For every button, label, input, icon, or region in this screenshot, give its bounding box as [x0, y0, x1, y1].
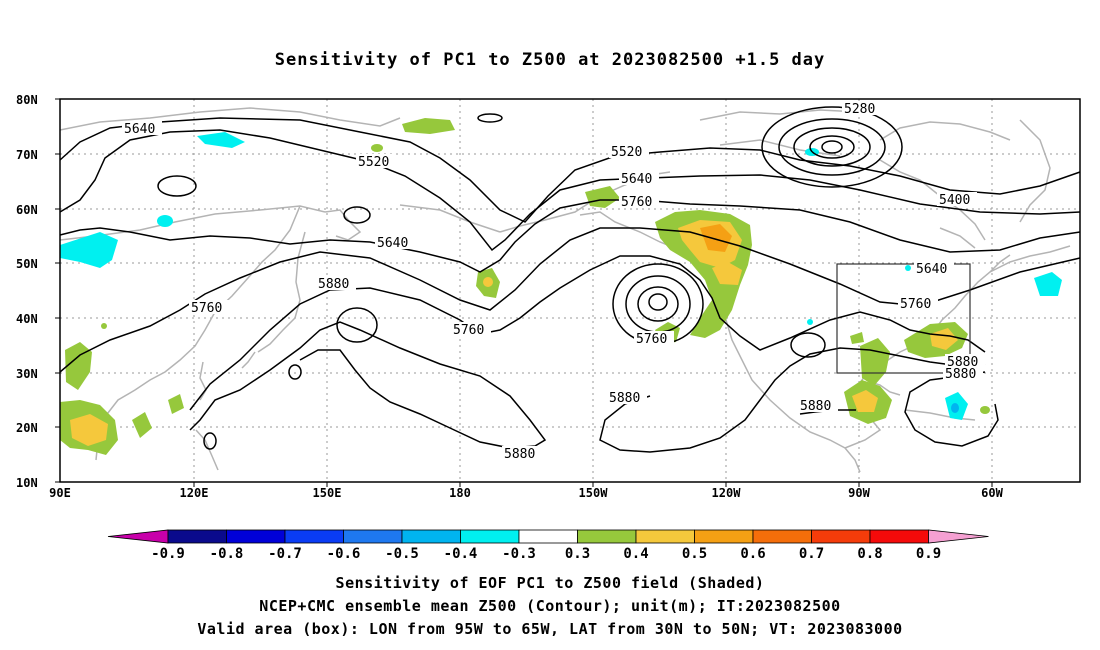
map-border [59, 98, 1081, 483]
map-area [60, 99, 1080, 482]
colorbar-label: -0.3 [502, 546, 536, 562]
colorbar-swatch [518, 529, 578, 544]
lat-label: 10N [16, 476, 38, 490]
lon-label: 120W [712, 486, 742, 500]
lat-label: 60N [16, 203, 38, 217]
lat-label: 20N [16, 421, 38, 435]
colorbar-label: 0.4 [623, 546, 648, 562]
colorbar-low-end [107, 529, 169, 544]
colorbar-swatch [226, 529, 286, 544]
colorbar-swatch [752, 529, 812, 544]
colorbar-swatch [811, 529, 871, 544]
contour-label: 5640 [621, 172, 652, 187]
contour-label: 5760 [621, 195, 652, 210]
colorbar-label: -0.8 [210, 546, 244, 562]
lat-ticks [55, 98, 60, 483]
sensitivity-shading [60, 118, 1062, 455]
colorbar-label: 0.7 [799, 546, 824, 562]
colorbar-swatch [460, 529, 520, 544]
colorbar-swatch [284, 529, 344, 544]
colorbar-swatch [401, 529, 461, 544]
colorbar-label: -0.5 [385, 546, 419, 562]
lat-label: 40N [16, 312, 38, 326]
contour-label: 5640 [916, 262, 947, 277]
grid [60, 99, 1080, 482]
contour-label: 5640 [124, 122, 155, 137]
contour-label-layer: 5640 5520 5520 5280 5640 5760 5400 5640 … [122, 101, 985, 462]
contour-label: 5400 [939, 193, 970, 208]
lon-label: 90E [49, 486, 71, 500]
lat-label: 30N [16, 367, 38, 381]
colorbar-label: -0.9 [151, 546, 185, 562]
lon-label: 60W [981, 486, 1003, 500]
longitude-axis: 90E 120E 150E 180 150W 120W 90W 60W [49, 486, 1003, 500]
contour-label: 5280 [844, 102, 875, 117]
lon-label: 150E [313, 486, 342, 500]
coastlines [59, 107, 1071, 473]
contour-label: 5880 [945, 367, 976, 382]
colorbar-label: -0.4 [444, 546, 478, 562]
lon-label: 150W [579, 486, 609, 500]
contour-label: 5880 [318, 277, 349, 292]
colorbar-label: 0.9 [916, 546, 941, 562]
colorbar-swatch [577, 529, 637, 544]
contour-label: 5520 [358, 155, 389, 170]
lat-label: 80N [16, 93, 38, 107]
footer-line-2: NCEP+CMC ensemble mean Z500 (Contour); u… [259, 597, 841, 615]
contour-label: 5640 [377, 236, 408, 251]
lat-label: 70N [16, 148, 38, 162]
colorbar-swatch [869, 529, 929, 544]
contour-label: 5760 [453, 323, 484, 338]
contour-label: 5520 [611, 145, 642, 160]
contour-label: 5880 [504, 447, 535, 462]
contour-label: 5880 [609, 391, 640, 406]
contour-label: 5760 [900, 297, 931, 312]
colorbar-label: 0.5 [682, 546, 707, 562]
colorbar-high-end [928, 529, 989, 544]
colorbar-label: 0.8 [857, 546, 882, 562]
contour-label: 5760 [636, 332, 667, 347]
footer-line-3: Valid area (box): LON from 95W to 65W, L… [197, 620, 903, 638]
latitude-axis: 80N 70N 60N 50N 40N 30N 20N 10N [16, 93, 38, 490]
colorbar-swatch [694, 529, 754, 544]
contour-label: 5880 [800, 399, 831, 414]
lon-label: 90W [848, 486, 870, 500]
colorbar: -0.9 -0.8 -0.7 -0.6 -0.5 -0.4 -0.3 0.3 0.4 0.5 0.6… [107, 529, 989, 562]
colorbar-label: -0.6 [327, 546, 361, 562]
colorbar-swatch [167, 529, 227, 544]
lon-label: 180 [449, 486, 471, 500]
map-title: Sensitivity of PC1 to Z500 at 2023082500… [274, 50, 826, 70]
colorbar-swatch [635, 529, 695, 544]
contour-label: 5760 [191, 301, 222, 316]
colorbar-label: 0.6 [740, 546, 765, 562]
valid-area-box [836, 263, 971, 374]
colorbar-label: 0.3 [565, 546, 590, 562]
z500-contours [59, 106, 1081, 453]
footer-line-1: Sensitivity of EOF PC1 to Z500 field (Sh… [335, 574, 765, 592]
lat-label: 50N [16, 257, 38, 271]
colorbar-label: -0.7 [268, 546, 302, 562]
lon-label: 120E [180, 486, 209, 500]
colorbar-swatch [343, 529, 403, 544]
lon-ticks [193, 482, 993, 487]
